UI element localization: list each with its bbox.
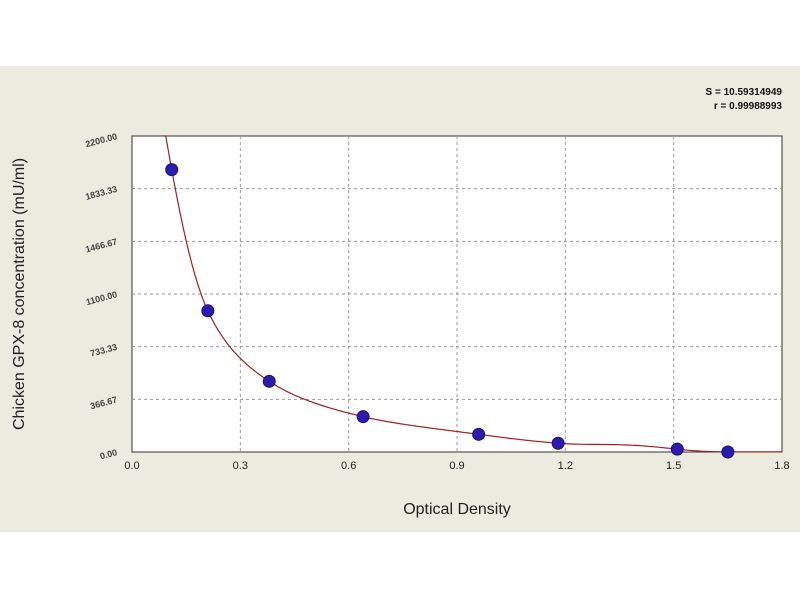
x-tick-label: 0.3 — [233, 460, 248, 472]
chart-panel: 0.00 366.67 733.33 1100.00 1466.67 1833.33 220… — [0, 66, 800, 532]
data-point — [356, 410, 370, 424]
grid — [132, 136, 782, 452]
x-tick-label: 1.2 — [558, 460, 573, 472]
y-tick-labels: 0.00 366.67 733.33 1100.00 1466.67 1833.33 220… — [84, 131, 118, 461]
data-point — [551, 436, 565, 450]
y-tick-label: 0.00 — [99, 447, 119, 461]
x-tick-label: 0.0 — [124, 460, 139, 472]
y-tick-label: 1833.33 — [84, 184, 118, 202]
x-tick-label: 0.6 — [341, 460, 356, 472]
y-tick-label: 1466.67 — [84, 237, 118, 255]
chart: 0.00 366.67 733.33 1100.00 1466.67 1833.33 220… — [11, 87, 790, 518]
data-point — [201, 304, 215, 318]
x-tick-label: 1.8 — [774, 460, 789, 472]
x-tick-label: 1.5 — [666, 460, 681, 472]
stat-s: S = 10.59314949 — [706, 87, 783, 98]
stat-r: r = 0.99988993 — [714, 101, 783, 112]
y-tick-label: 366.67 — [89, 395, 118, 412]
y-tick-label: 733.33 — [89, 342, 118, 359]
data-points — [165, 163, 735, 459]
data-point — [670, 442, 684, 456]
y-tick-label: 2200.00 — [84, 131, 118, 149]
x-tick-labels: 0.0 0.3 0.6 0.9 1.2 1.5 1.8 — [124, 460, 789, 472]
x-axis-label: Optical Density — [403, 501, 511, 518]
data-point — [262, 374, 276, 388]
data-point — [472, 427, 486, 441]
y-tick-label: 1100.00 — [85, 289, 119, 307]
x-tick-label: 0.9 — [449, 460, 464, 472]
data-point — [165, 163, 179, 177]
y-axis-label: Chicken GPX-8 concentration (mU/ml) — [11, 158, 28, 430]
data-point — [721, 445, 735, 459]
